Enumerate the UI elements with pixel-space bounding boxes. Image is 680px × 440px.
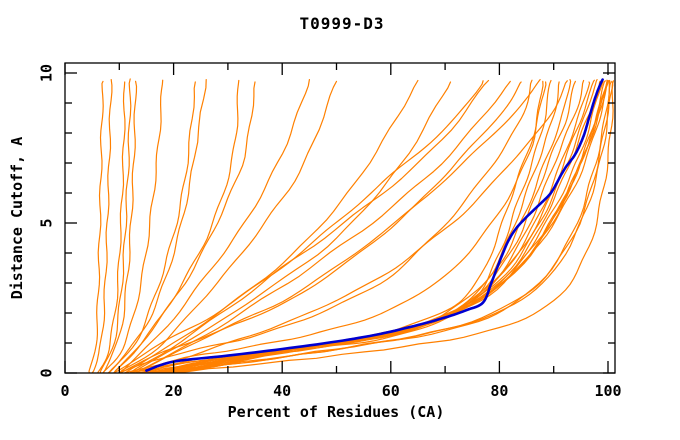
x-tick-label: 60	[382, 382, 400, 400]
model-curve	[124, 80, 544, 373]
model-curve	[88, 80, 104, 373]
model-curve	[140, 80, 568, 373]
chart-title: T0999-D3	[299, 14, 384, 33]
model-curve	[99, 78, 132, 373]
axes-frame-layer	[64, 62, 616, 374]
model-curve	[107, 81, 196, 373]
model-curve	[135, 79, 541, 373]
x-tick-label: 40	[273, 382, 291, 400]
curves-layer	[88, 78, 614, 373]
x-tick-label: 20	[165, 382, 183, 400]
highlighted-model-curve	[145, 78, 604, 372]
model-curve	[118, 79, 310, 373]
model-curve	[124, 79, 419, 373]
model-curve	[118, 81, 522, 373]
x-tick-label: 80	[490, 382, 508, 400]
model-curve	[107, 79, 207, 373]
model-curve	[102, 80, 138, 373]
model-curve	[135, 80, 511, 373]
model-curve	[167, 80, 612, 373]
y-tick-label: 5	[38, 218, 56, 227]
x-tick-label: 100	[594, 382, 621, 400]
model-curve	[97, 81, 126, 373]
tick-label-layer: 0 20 40 60 80 100 0 5 10	[38, 64, 622, 400]
model-curve	[173, 80, 614, 373]
y-tick-label: 10	[38, 64, 56, 82]
x-tick-label: 0	[60, 382, 69, 400]
model-curve	[162, 80, 606, 373]
model-curve	[91, 79, 113, 373]
model-curve	[167, 79, 608, 373]
model-curve	[151, 79, 598, 373]
model-curve	[129, 81, 452, 373]
model-curve	[129, 79, 490, 373]
model-curve	[113, 81, 256, 373]
x-axis-label: Percent of Residues (CA)	[228, 403, 445, 421]
plot-frame	[64, 62, 616, 374]
model-curve	[118, 79, 533, 373]
model-curve	[118, 80, 338, 373]
y-axis-label: Distance Cutoff, A	[8, 137, 26, 300]
model-curve	[140, 79, 572, 373]
model-curve	[102, 79, 164, 373]
model-curve	[113, 80, 484, 373]
y-tick-label: 0	[38, 368, 56, 377]
